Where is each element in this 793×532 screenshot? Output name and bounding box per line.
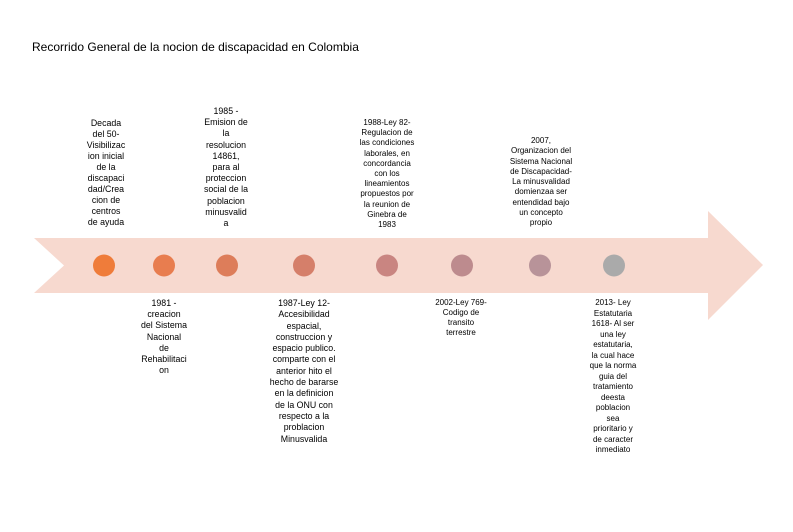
milestone-label-line: la reunion de [363, 199, 411, 209]
milestone-label: 2013- Ley Estatutaria 1618- Al ser una ley e… [583, 298, 643, 456]
milestone-label-line: comparte con el [272, 354, 336, 365]
milestone-label-line: para al [212, 162, 240, 173]
milestone-label-line: guia del [598, 371, 628, 381]
milestone-dot [93, 254, 115, 277]
milestone-dot [529, 254, 551, 277]
milestone-label-line: Emision de [204, 117, 248, 128]
milestone-label-line: centros [91, 206, 121, 216]
milestone-label-line: de la [96, 162, 116, 172]
milestone-label-line: Codigo de [442, 308, 480, 317]
milestone-dot [603, 254, 625, 277]
milestone-label-line: 2007, [530, 136, 552, 145]
milestone-label-line: un concepto [519, 208, 563, 218]
milestone-label-line: poblacion [595, 403, 631, 412]
milestone-label-line: creacion [147, 309, 181, 320]
milestone-label-line: minusvalid [205, 206, 247, 217]
milestone-label: 2002-Ley 769- Codigo de transito terrestre [425, 298, 497, 338]
milestone-label-line: Organizacion del [510, 146, 572, 156]
milestone-label-line: deesta [600, 392, 626, 402]
milestone-label-line: Estatutaria [593, 308, 633, 318]
milestone-label-line: inmediato [595, 445, 631, 454]
milestone-label-line: 1987-Ley 12- [278, 298, 330, 308]
milestone-label-line: una ley [600, 329, 626, 339]
milestone-label: 2007, Organizacion del Sistema Nacional de … [496, 136, 586, 229]
milestone-label-line: Ginebra de [367, 209, 407, 219]
milestone-label-line: de la ONU con [275, 399, 333, 410]
milestone-label-line: cion de [91, 195, 121, 205]
milestone-label-line: de ayuda [87, 217, 125, 227]
milestone-label-line: transito [447, 318, 475, 327]
milestone-label-line: problacion [283, 422, 325, 433]
milestone-label-line: tratamiento [592, 382, 634, 391]
milestone-label-line: 1981 - [151, 298, 177, 308]
milestone-dot [293, 254, 315, 277]
milestone-label-line: poblacion [207, 195, 245, 206]
timeline-arrow [34, 211, 763, 320]
milestone-label-line: de Discapacidad- [510, 166, 572, 176]
milestone-label-line: las condiciones [359, 138, 415, 148]
milestone-label-line: de caracter [592, 434, 634, 444]
milestone-label-line: Minusvalida [280, 433, 328, 444]
milestone-label-line: anterior hito el [276, 365, 332, 376]
milestone-label-line: Sistema Nacional [509, 156, 573, 166]
milestone-label: 1988-Ley 82- Regulacion de las condiciones… [343, 118, 431, 230]
milestone-label-line: resolucion [205, 139, 247, 150]
milestone-label-line: Decada [90, 118, 122, 128]
milestone-label-line: 1988-Ley 82- [363, 118, 411, 127]
milestone-label-line: proteccion [205, 173, 247, 184]
milestone-label-line: hecho de bararse [269, 377, 339, 388]
milestone-label-line: propio [529, 218, 553, 228]
milestone-label-line: laborales, en [364, 148, 410, 158]
milestone-label-line: 14861, [212, 150, 240, 161]
milestone-label: Decada del 50- Visibilizac ion inicial de la… [76, 118, 136, 228]
milestone-dot [153, 254, 175, 277]
milestone-label-line: Accesibilidad [278, 309, 330, 320]
milestone-label-line: con los [374, 169, 400, 179]
milestone-label-line: 1983 [378, 220, 396, 230]
milestone-label-line: ion inicial [87, 151, 125, 161]
milestone-label-line: Nacional [146, 331, 182, 342]
milestone-label-line: domienzaa ser [514, 187, 568, 197]
page-title: Recorrido General de la nocion de discap… [32, 40, 359, 54]
milestone-label-line: prioritario y [593, 424, 633, 433]
milestone-label-line: espacio publico. [272, 343, 336, 354]
milestone-label-line: 1618- Al ser [591, 319, 635, 328]
milestone-label-line: del Sistema [141, 320, 187, 331]
milestone-label-line: construccion y [275, 331, 333, 342]
milestone-label-line: del 50- [92, 129, 120, 139]
milestone-label-line: dad/Crea [87, 184, 125, 194]
milestone-label-line: de [159, 342, 169, 353]
milestone-dot [216, 254, 238, 277]
milestone-label-line: concordancia [363, 158, 411, 168]
milestone-label-line: entendidad bajo [512, 197, 570, 207]
milestone-label: 1985 - Emision de la resolucion 14861, para a… [197, 106, 255, 229]
milestone-label-line: 2002-Ley 769- [435, 298, 487, 307]
milestone-label-line: La minusvalidad [512, 177, 570, 187]
milestone-label-line: Rehabilitaci [141, 354, 187, 365]
milestone-label-line: terrestre [446, 328, 476, 337]
milestone-label-line: respecto a la [278, 410, 330, 421]
milestone-label-line: lineamientos [364, 179, 410, 189]
milestone-label-line: en la definicion [274, 388, 334, 399]
milestone-label-line: estatutaria, [593, 340, 633, 349]
milestone-label-line: la cual hace [591, 350, 635, 360]
milestone-label-line: la [222, 128, 230, 139]
milestone-label-line: on [159, 365, 169, 376]
milestone-label-line: que la norma [589, 361, 637, 370]
milestone-label-line: Regulacion de [361, 128, 413, 138]
milestone-dot [451, 254, 473, 277]
milestone-label-line: Visibilizac [86, 140, 126, 150]
milestone-label-line: social de la [203, 184, 248, 195]
milestone-label-line: discapaci [87, 173, 125, 183]
milestone-label-line: 1985 - [213, 106, 239, 116]
milestone-label-line: propuestos por [360, 189, 414, 199]
milestone-label-line: a [223, 218, 229, 229]
milestone-label: 1981 - creacion del Sistema Nacional de Rehab… [133, 298, 195, 376]
milestone-label-line: sea [606, 413, 620, 423]
milestone-dot [376, 254, 398, 277]
milestone-label: 1987-Ley 12- Accesibilidad espacial, constr… [258, 298, 350, 445]
milestone-label-line: espacial, [286, 320, 322, 331]
milestone-label-line: 2013- Ley [595, 298, 631, 307]
